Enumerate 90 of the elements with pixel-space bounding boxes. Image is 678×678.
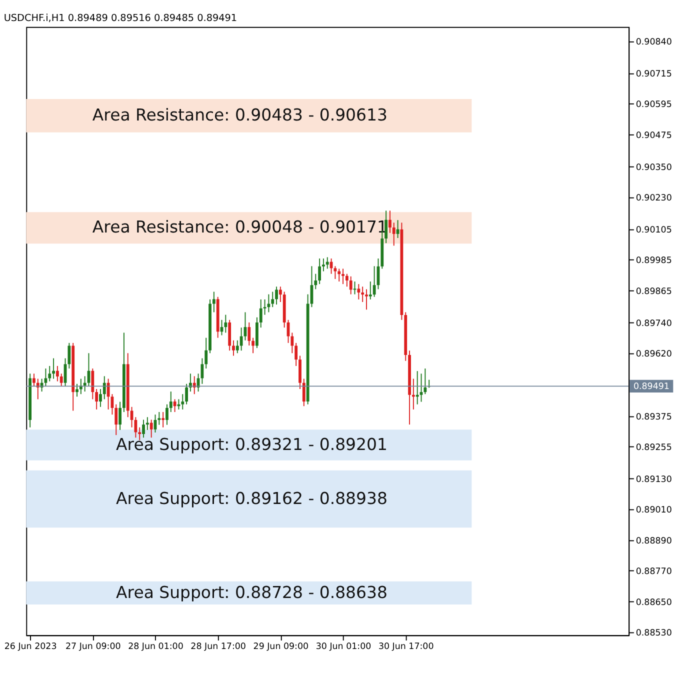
candlestick — [267, 294, 270, 313]
x-tick-label: 27 Jun 09:00 — [65, 642, 121, 652]
candlestick — [83, 376, 86, 392]
y-tick-label: 0.90105 — [636, 225, 672, 236]
candlestick — [95, 388, 98, 410]
candlestick — [48, 365, 52, 382]
y-tick-label: 0.90595 — [636, 100, 672, 110]
y-tick-label: 0.88530 — [636, 628, 672, 638]
candlestick — [99, 388, 102, 408]
candlestick — [424, 368, 427, 395]
candlestick — [162, 412, 165, 428]
candlestick — [166, 404, 168, 426]
y-tick-label: 0.89255 — [636, 442, 672, 453]
candlestick — [349, 276, 352, 295]
candlestick — [236, 340, 239, 354]
candlestick — [142, 419, 145, 438]
band-label: Area Support: 0.89162 - 0.88938 — [116, 488, 388, 508]
candlestick — [114, 404, 118, 436]
band-label: Area Support: 0.88728 - 0.88638 — [116, 582, 388, 602]
band-label: Area Resistance: 0.90483 - 0.90613 — [92, 106, 388, 125]
candlestick — [52, 358, 55, 380]
y-tick-label: 0.89740 — [636, 318, 672, 329]
candlestick — [271, 291, 274, 308]
candlestick — [204, 337, 208, 370]
y-tick-label: 0.88890 — [636, 536, 672, 546]
candlestick — [338, 268, 341, 282]
candlestick — [32, 373, 36, 387]
candlestick — [181, 394, 184, 410]
y-tick-label: 0.90840 — [636, 37, 672, 48]
candlestick — [256, 316, 258, 349]
candlestick — [173, 398, 176, 413]
candlestick — [118, 401, 122, 430]
candlestick — [326, 256, 329, 270]
candlestick — [318, 258, 322, 285]
candlestick — [342, 268, 344, 285]
candlestick — [278, 286, 282, 302]
x-tick-label: 30 Jun 01:00 — [316, 642, 372, 652]
y-tick-label: 0.90350 — [636, 162, 672, 173]
candlestick — [392, 222, 396, 246]
y-tick-label: 0.88650 — [636, 598, 672, 608]
y-tick-label: 0.89620 — [636, 350, 672, 360]
x-tick-label: 30 Jun 17:00 — [378, 642, 434, 652]
band-label: Area Support: 0.89321 - 0.89201 — [116, 434, 388, 454]
x-tick-label: 28 Jun 17:00 — [190, 642, 246, 652]
candlestick — [259, 298, 262, 328]
candlestick — [76, 383, 78, 398]
candlestick — [294, 342, 298, 366]
y-tick-label: 0.89375 — [636, 412, 672, 422]
candlestick — [212, 291, 216, 313]
candlestick — [302, 378, 306, 407]
candlestick — [263, 298, 266, 316]
candlestick — [56, 365, 59, 382]
x-tick-label: 26 Jun 2023 — [4, 642, 57, 652]
candlestick — [275, 286, 278, 306]
candlestick — [345, 273, 348, 288]
candlestick — [368, 281, 372, 300]
y-tick-label: 0.89985 — [636, 256, 672, 266]
candlestick — [91, 368, 94, 400]
candlestick — [102, 376, 106, 400]
candlestick — [228, 319, 232, 352]
candlestick — [60, 373, 63, 387]
candlestick — [185, 383, 188, 405]
candlestick — [357, 284, 360, 300]
candlestick — [158, 412, 161, 426]
y-tick-label: 0.89865 — [636, 286, 672, 297]
candlestick — [314, 273, 318, 290]
candlestick — [224, 314, 228, 334]
candlestick — [322, 258, 325, 272]
candlestick — [290, 332, 294, 354]
y-tick-label: 0.89130 — [636, 474, 672, 485]
y-tick-label: 0.89010 — [636, 506, 672, 516]
candlestick — [420, 373, 423, 402]
y-tick-label: 0.90715 — [636, 69, 672, 80]
candlestick — [44, 368, 48, 387]
candlestick — [169, 391, 172, 413]
x-tick-label: 29 Jun 09:00 — [253, 642, 309, 652]
candlestick — [150, 419, 153, 438]
y-tick-label: 0.90230 — [636, 193, 672, 204]
ref-line-label: 0.89491 — [633, 382, 670, 392]
candlestick — [365, 288, 368, 310]
candlestick — [248, 322, 251, 346]
candlestick — [361, 286, 364, 302]
candlestick — [298, 355, 302, 390]
candlestick — [388, 210, 392, 234]
x-tick-label: 28 Jun 01:00 — [128, 642, 184, 652]
y-tick-label: 0.90475 — [636, 130, 672, 141]
candlestick — [252, 337, 254, 354]
candlestick — [232, 340, 235, 356]
chart-title: USDCHF.i,H1 0.89489 0.89516 0.89485 0.89491 — [4, 13, 238, 24]
y-tick-label: 0.88770 — [636, 567, 672, 578]
